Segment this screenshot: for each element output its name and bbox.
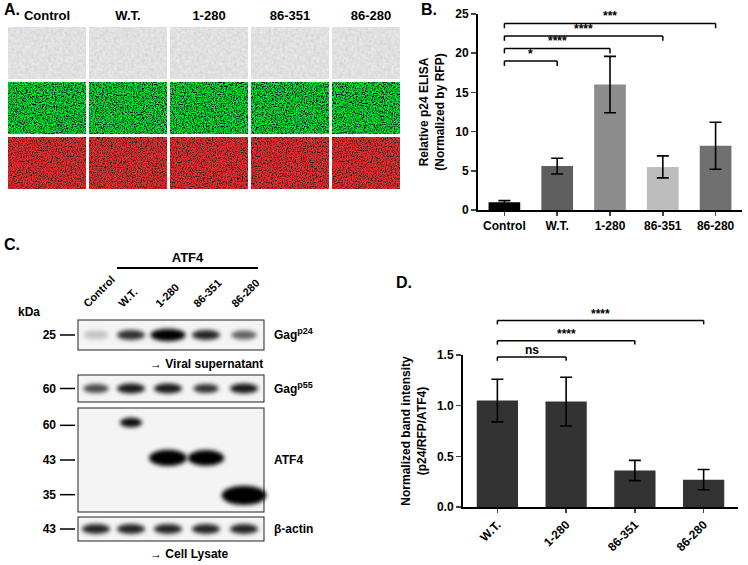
svg-text:86-351: 86-351 xyxy=(644,219,682,233)
svg-text:86-351: 86-351 xyxy=(191,277,224,310)
svg-text:1.5: 1.5 xyxy=(437,348,454,362)
svg-text:43: 43 xyxy=(43,522,57,536)
svg-text:43: 43 xyxy=(43,453,57,467)
svg-text:Control: Control xyxy=(483,219,526,233)
svg-text:5: 5 xyxy=(462,164,469,178)
svg-text:Control: Control xyxy=(81,273,117,309)
svg-text:***: *** xyxy=(603,9,617,23)
svg-text:25: 25 xyxy=(455,7,469,21)
svg-text:Control: Control xyxy=(24,8,70,23)
svg-text:35: 35 xyxy=(43,488,57,502)
svg-text:****: **** xyxy=(548,34,567,48)
svg-text:****: **** xyxy=(591,307,610,321)
svg-text:86-280: 86-280 xyxy=(697,219,735,233)
svg-text:60: 60 xyxy=(43,382,57,396)
svg-text:86-351: 86-351 xyxy=(270,8,310,23)
svg-text:15: 15 xyxy=(455,86,469,100)
svg-text:20: 20 xyxy=(455,46,469,60)
svg-text:60: 60 xyxy=(43,418,57,432)
svg-text:86-280: 86-280 xyxy=(229,277,262,310)
svg-text:86-351: 86-351 xyxy=(605,518,642,555)
svg-text:1.0: 1.0 xyxy=(437,399,454,413)
svg-text:kDa: kDa xyxy=(18,305,40,319)
svg-text:Gagp55: Gagp55 xyxy=(274,380,313,396)
svg-text:****: **** xyxy=(557,327,576,341)
svg-text:D.: D. xyxy=(396,274,412,291)
svg-text:0.5: 0.5 xyxy=(437,450,454,464)
svg-text:1-280: 1-280 xyxy=(595,219,626,233)
svg-text:B.: B. xyxy=(421,1,437,18)
svg-text:C.: C. xyxy=(4,236,20,253)
svg-text:Gagp24: Gagp24 xyxy=(274,326,313,342)
svg-text:W.T.: W.T. xyxy=(546,219,569,233)
svg-text:→ Viral supernatant: → Viral supernatant xyxy=(150,357,263,371)
svg-text:ATF4: ATF4 xyxy=(274,453,303,467)
svg-text:86-280: 86-280 xyxy=(674,518,711,555)
svg-text:W.T.: W.T. xyxy=(116,286,140,310)
svg-text:β-actin: β-actin xyxy=(274,522,313,536)
svg-text:W.T.: W.T. xyxy=(115,8,140,23)
svg-text:1-280: 1-280 xyxy=(541,518,573,550)
svg-text:0: 0 xyxy=(462,203,469,217)
svg-text:Relative p24 ELISA(Normalized: Relative p24 ELISA(Normalized by RFP) xyxy=(417,53,447,170)
svg-text:*: * xyxy=(528,47,533,61)
svg-text:ATF4: ATF4 xyxy=(172,250,204,265)
svg-text:A.: A. xyxy=(4,1,20,18)
svg-text:→ Cell Lysate: → Cell Lysate xyxy=(150,547,229,561)
svg-text:10: 10 xyxy=(455,125,469,139)
svg-text:1-280: 1-280 xyxy=(192,8,225,23)
svg-text:****: **** xyxy=(574,22,593,36)
svg-text:ns: ns xyxy=(525,343,539,357)
svg-text:Normalized band intensity(p24/: Normalized band intensity(p24/RFP/ATF4) xyxy=(399,356,429,506)
svg-text:25: 25 xyxy=(43,328,57,342)
svg-text:W.T.: W.T. xyxy=(477,518,503,544)
svg-text:86-280: 86-280 xyxy=(351,8,391,23)
svg-text:0.0: 0.0 xyxy=(437,500,454,514)
svg-text:1-280: 1-280 xyxy=(153,281,181,309)
